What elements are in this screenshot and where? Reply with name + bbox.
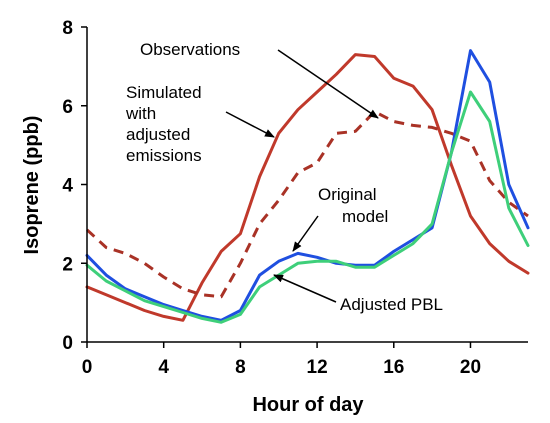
series-layer	[85, 49, 530, 324]
x-tick-label: 12	[307, 357, 328, 378]
annotation-adjusted-pbl-text: Adjusted PBL	[340, 295, 443, 314]
series-line-simulated-with-adjusted-emissions	[85, 110, 529, 299]
x-tick-label: 8	[235, 357, 246, 378]
series-line-adjusted-pbl	[85, 90, 530, 324]
y-axis-title: Isoprene (ppb)	[21, 116, 43, 255]
annotation-observations-text: Observations	[140, 40, 240, 59]
annotation-simulated-text: Simulated with adjusted emissions	[125, 83, 206, 165]
annotation-observations-arrow	[277, 49, 379, 119]
x-tick-label: 4	[158, 357, 169, 378]
annotation-original-line-2: model	[342, 207, 388, 226]
x-axis-title: Hour of day	[252, 394, 364, 416]
annotation-observations: Observations	[140, 40, 379, 119]
ticks-layer: 0 2 4 6 8 0 4 8 12 16 20	[62, 18, 481, 378]
x-tick-label: 16	[383, 357, 404, 378]
series-line-original-model	[85, 49, 530, 322]
annotation-original-line-1: Original	[318, 185, 377, 204]
y-tick-label: 4	[62, 176, 73, 197]
y-tick-label: 2	[62, 254, 73, 275]
y-tick-label: 6	[62, 97, 73, 118]
annotation-simulated: Simulated with adjusted emissions	[125, 83, 275, 165]
annotation-original-model-arrow	[292, 215, 319, 252]
series-line-observations	[85, 53, 530, 322]
annotation-adjusted-pbl-arrow	[273, 274, 337, 303]
annotation-simulated-line-2: with	[125, 104, 156, 123]
y-tick-label: 8	[62, 18, 73, 39]
x-tick-label: 0	[82, 357, 93, 378]
annotation-original-model-text: Original model	[318, 185, 388, 226]
annotation-original-model: Original model	[292, 185, 388, 252]
y-tick-label: 0	[62, 333, 73, 354]
annotation-simulated-line-1: Simulated	[126, 83, 202, 102]
annotation-simulated-line-3: adjusted	[126, 125, 190, 144]
x-tick-label: 20	[460, 357, 481, 378]
annotation-simulated-line-4: emissions	[126, 146, 202, 165]
annotation-adjusted-pbl: Adjusted PBL	[273, 274, 443, 314]
annotation-simulated-arrow	[225, 111, 275, 138]
